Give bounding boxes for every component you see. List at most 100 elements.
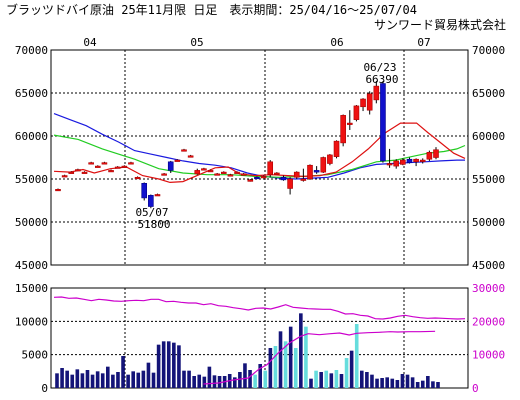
volume-bar [202,376,207,388]
volume-bar [141,370,146,388]
x-tick-label: 04 [83,36,97,49]
volume-bar [182,370,186,388]
candle-body [148,195,154,207]
candle-body [386,163,393,166]
candle-body [220,171,227,174]
oi-y-tick-label: 0 [472,382,479,395]
volume-bar [365,372,369,388]
volume-bar [212,375,217,388]
volume-bar [258,364,262,388]
candle-body [307,164,313,180]
y-tick-label-right: 70000 [472,44,505,57]
volume-bar [172,342,176,388]
annotation-high-value: 66390 [365,73,398,86]
candle-body [426,152,433,160]
chart-title: ブラッツドバイ原油 25年11月限 日足 表示期間：25/04/16～25/07… [6,3,417,17]
volume-bar [339,374,344,388]
candle-body [128,162,134,165]
volume-bar [161,341,166,388]
volume-bar [390,378,395,388]
candle-body [320,157,327,173]
y-tick-label-left: 70000 [15,44,48,57]
candle-body [406,158,413,163]
candle-body [240,173,247,176]
candle-body [167,161,174,171]
candle-body [227,174,234,177]
volume-bar [238,372,242,388]
candle-body [293,171,300,178]
volume-bar [349,350,354,388]
candle-body [353,105,360,120]
candle-body [380,83,386,162]
price-panel-frame [50,49,469,266]
volume-bar [415,382,420,388]
volume-y-tick-label: 0 [41,382,48,395]
candle-body [346,122,353,125]
candle-body [181,149,187,152]
volume-bar [166,341,171,388]
candle-body [247,179,254,182]
volume-bar [106,366,110,388]
candle-body [101,162,108,165]
x-tick-label: 05 [190,36,203,49]
candle-body [333,140,340,157]
volume-bar [410,377,415,388]
x-tick-label: 07 [417,36,430,49]
candle-body [413,158,419,163]
candle-body [75,169,81,172]
open-interest-line [53,296,466,320]
volume-bar [263,370,268,388]
candle-body [88,162,94,165]
volume-bar [192,376,196,388]
volume-bar [288,326,293,388]
y-tick-label-right: 50000 [472,216,505,229]
candle-body [161,173,167,176]
volume-bar [426,376,430,388]
volume-bar [80,373,85,388]
candle-body [187,155,194,158]
volume-bar [156,344,161,388]
volume-bar [217,376,222,388]
volume-bar [400,374,405,388]
candle-body [114,166,121,169]
volume-bar [329,373,334,388]
volume-bar [324,370,329,388]
volume-y-tick-label: 10000 [15,315,48,328]
volume-bar [126,374,130,388]
volume-bar [60,368,64,388]
volume-bar [385,377,389,388]
volume-bar [177,345,181,388]
candle-body [267,161,274,176]
candle-body [134,176,141,180]
volume-bar [268,348,273,388]
candle-body [274,172,280,175]
volume-bar [233,377,237,388]
candle-body [260,176,267,179]
candle-body [400,159,406,165]
candle-body [141,183,148,199]
volume-bar [334,370,339,388]
y-tick-label-right: 45000 [472,259,505,272]
volume-bar [354,324,359,388]
volume-bar [253,374,257,388]
volume-bar [75,369,80,388]
candle-body [174,159,181,162]
volume-bar [243,363,247,388]
volume-bar [420,380,425,388]
volume-bar [197,374,202,388]
source-label: サンワード貿易株式会社 [373,18,506,32]
candle-body [419,159,426,162]
volume-y-tick-label: 5000 [22,349,49,362]
volume-bar [151,372,156,388]
volume-bar [55,373,59,388]
volume-bar [136,372,141,388]
volume-bar [100,373,105,388]
volume-bar [314,370,318,388]
volume-bar [370,374,374,388]
volume-bar [90,374,95,388]
volume-bar [395,380,400,388]
volume-bar [304,326,308,388]
ma-short-line [53,122,466,184]
volume-bar [431,381,435,388]
